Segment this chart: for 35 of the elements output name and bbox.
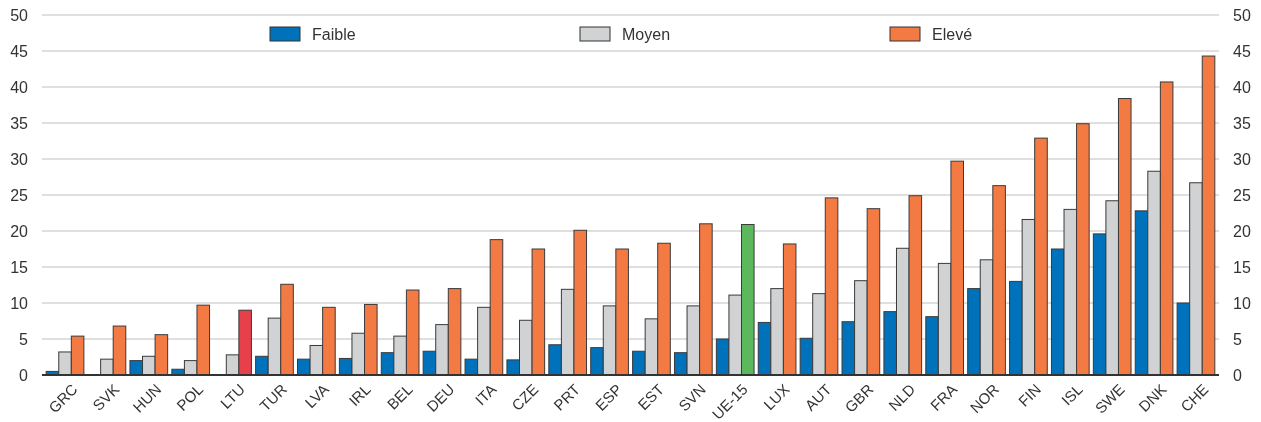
x-tick-label: ISL [1057, 380, 1086, 409]
y2-tick-label: 35 [1233, 114, 1251, 132]
y-tick-label: 25 [10, 186, 29, 204]
y2-tick-label: 45 [1233, 42, 1251, 60]
y-tick-label: 20 [10, 222, 29, 240]
y2-tick-label: 20 [1233, 222, 1251, 240]
x-tick-label: ITA [471, 380, 500, 409]
y2-tick-label: 40 [1233, 78, 1251, 96]
x-tick-label: FIN [1014, 380, 1044, 410]
y-tick-label: 35 [10, 114, 29, 132]
x-tick-label: IRL [345, 380, 374, 410]
legend-label: Faible [312, 25, 356, 43]
x-tick-label: TUR [256, 380, 291, 415]
x-tick-label: LTU [216, 380, 249, 412]
y-tick-label: 10 [10, 294, 29, 312]
y2-tick-label: 15 [1233, 258, 1251, 276]
x-tick-label: FRA [926, 380, 961, 414]
legend-label: Moyen [622, 25, 671, 43]
y2-tick-label: 10 [1233, 294, 1251, 312]
y-tick-label: 40 [10, 78, 29, 96]
y2-tick-label: 30 [1233, 150, 1251, 168]
y-tick-label: 15 [10, 258, 29, 276]
y-tick-label: 50 [10, 6, 29, 24]
y-tick-label: 0 [19, 366, 29, 384]
legend-label: Elevé [932, 25, 973, 43]
y-tick-label: 45 [10, 42, 29, 60]
y-tick-label: 30 [10, 150, 29, 168]
x-tick-label: POL [173, 380, 207, 414]
y2-tick-label: 25 [1233, 186, 1251, 204]
y2-tick-label: 50 [1233, 6, 1251, 24]
y2-tick-label: 5 [1233, 330, 1242, 348]
y2-tick-label: 0 [1233, 366, 1242, 384]
y-tick-label: 5 [19, 330, 29, 348]
x-tick-label: LVA [301, 380, 332, 412]
x-tick-label: BEL [383, 380, 416, 413]
